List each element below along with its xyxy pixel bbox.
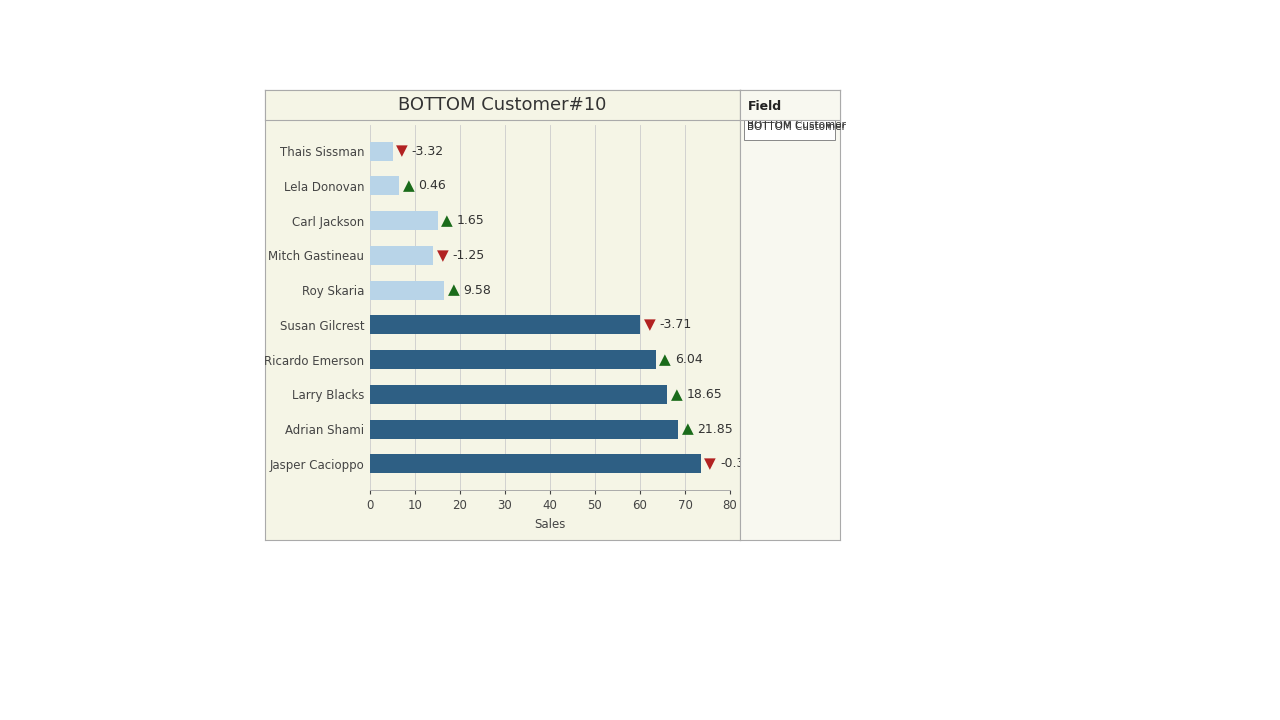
Bar bbox=[370, 420, 678, 438]
Text: 0.46: 0.46 bbox=[419, 179, 447, 192]
Text: ▼: ▼ bbox=[436, 248, 448, 263]
Text: -0.36: -0.36 bbox=[721, 457, 753, 470]
Text: ▲: ▲ bbox=[671, 387, 682, 402]
Text: -3.71: -3.71 bbox=[659, 318, 691, 331]
Text: BOTTOM Customer#10: BOTTOM Customer#10 bbox=[398, 96, 607, 114]
Bar bbox=[370, 315, 640, 334]
Text: BOTTOM Customer: BOTTOM Customer bbox=[748, 122, 846, 132]
Bar bbox=[370, 246, 433, 265]
Text: ▲: ▲ bbox=[403, 179, 415, 194]
Bar bbox=[370, 454, 700, 474]
Text: ▲: ▲ bbox=[448, 283, 460, 297]
FancyBboxPatch shape bbox=[744, 110, 835, 140]
Text: ▼: ▼ bbox=[704, 456, 716, 472]
Text: Field: Field bbox=[748, 100, 782, 113]
Bar bbox=[370, 384, 667, 404]
Text: 18.65: 18.65 bbox=[686, 388, 722, 401]
Text: 21.85: 21.85 bbox=[698, 423, 733, 436]
Text: 6.04: 6.04 bbox=[675, 353, 703, 366]
Text: ▼: ▼ bbox=[644, 318, 655, 333]
X-axis label: Sales: Sales bbox=[534, 518, 566, 531]
Bar bbox=[370, 281, 444, 300]
Text: ▲: ▲ bbox=[659, 352, 671, 367]
Bar bbox=[370, 350, 655, 369]
Text: -3.32: -3.32 bbox=[412, 145, 444, 158]
Text: 9.58: 9.58 bbox=[463, 284, 492, 297]
Text: BOTTOM Customer: BOTTOM Customer bbox=[748, 120, 846, 130]
Bar bbox=[370, 211, 438, 230]
Text: ▲: ▲ bbox=[442, 213, 453, 228]
Text: ▼: ▼ bbox=[396, 144, 408, 158]
Text: ▲: ▲ bbox=[682, 422, 694, 436]
Text: -1.25: -1.25 bbox=[452, 249, 485, 262]
Text: 1.65: 1.65 bbox=[457, 214, 485, 227]
Bar bbox=[370, 142, 393, 161]
Bar bbox=[370, 176, 399, 195]
Text: ▾: ▾ bbox=[826, 120, 831, 130]
